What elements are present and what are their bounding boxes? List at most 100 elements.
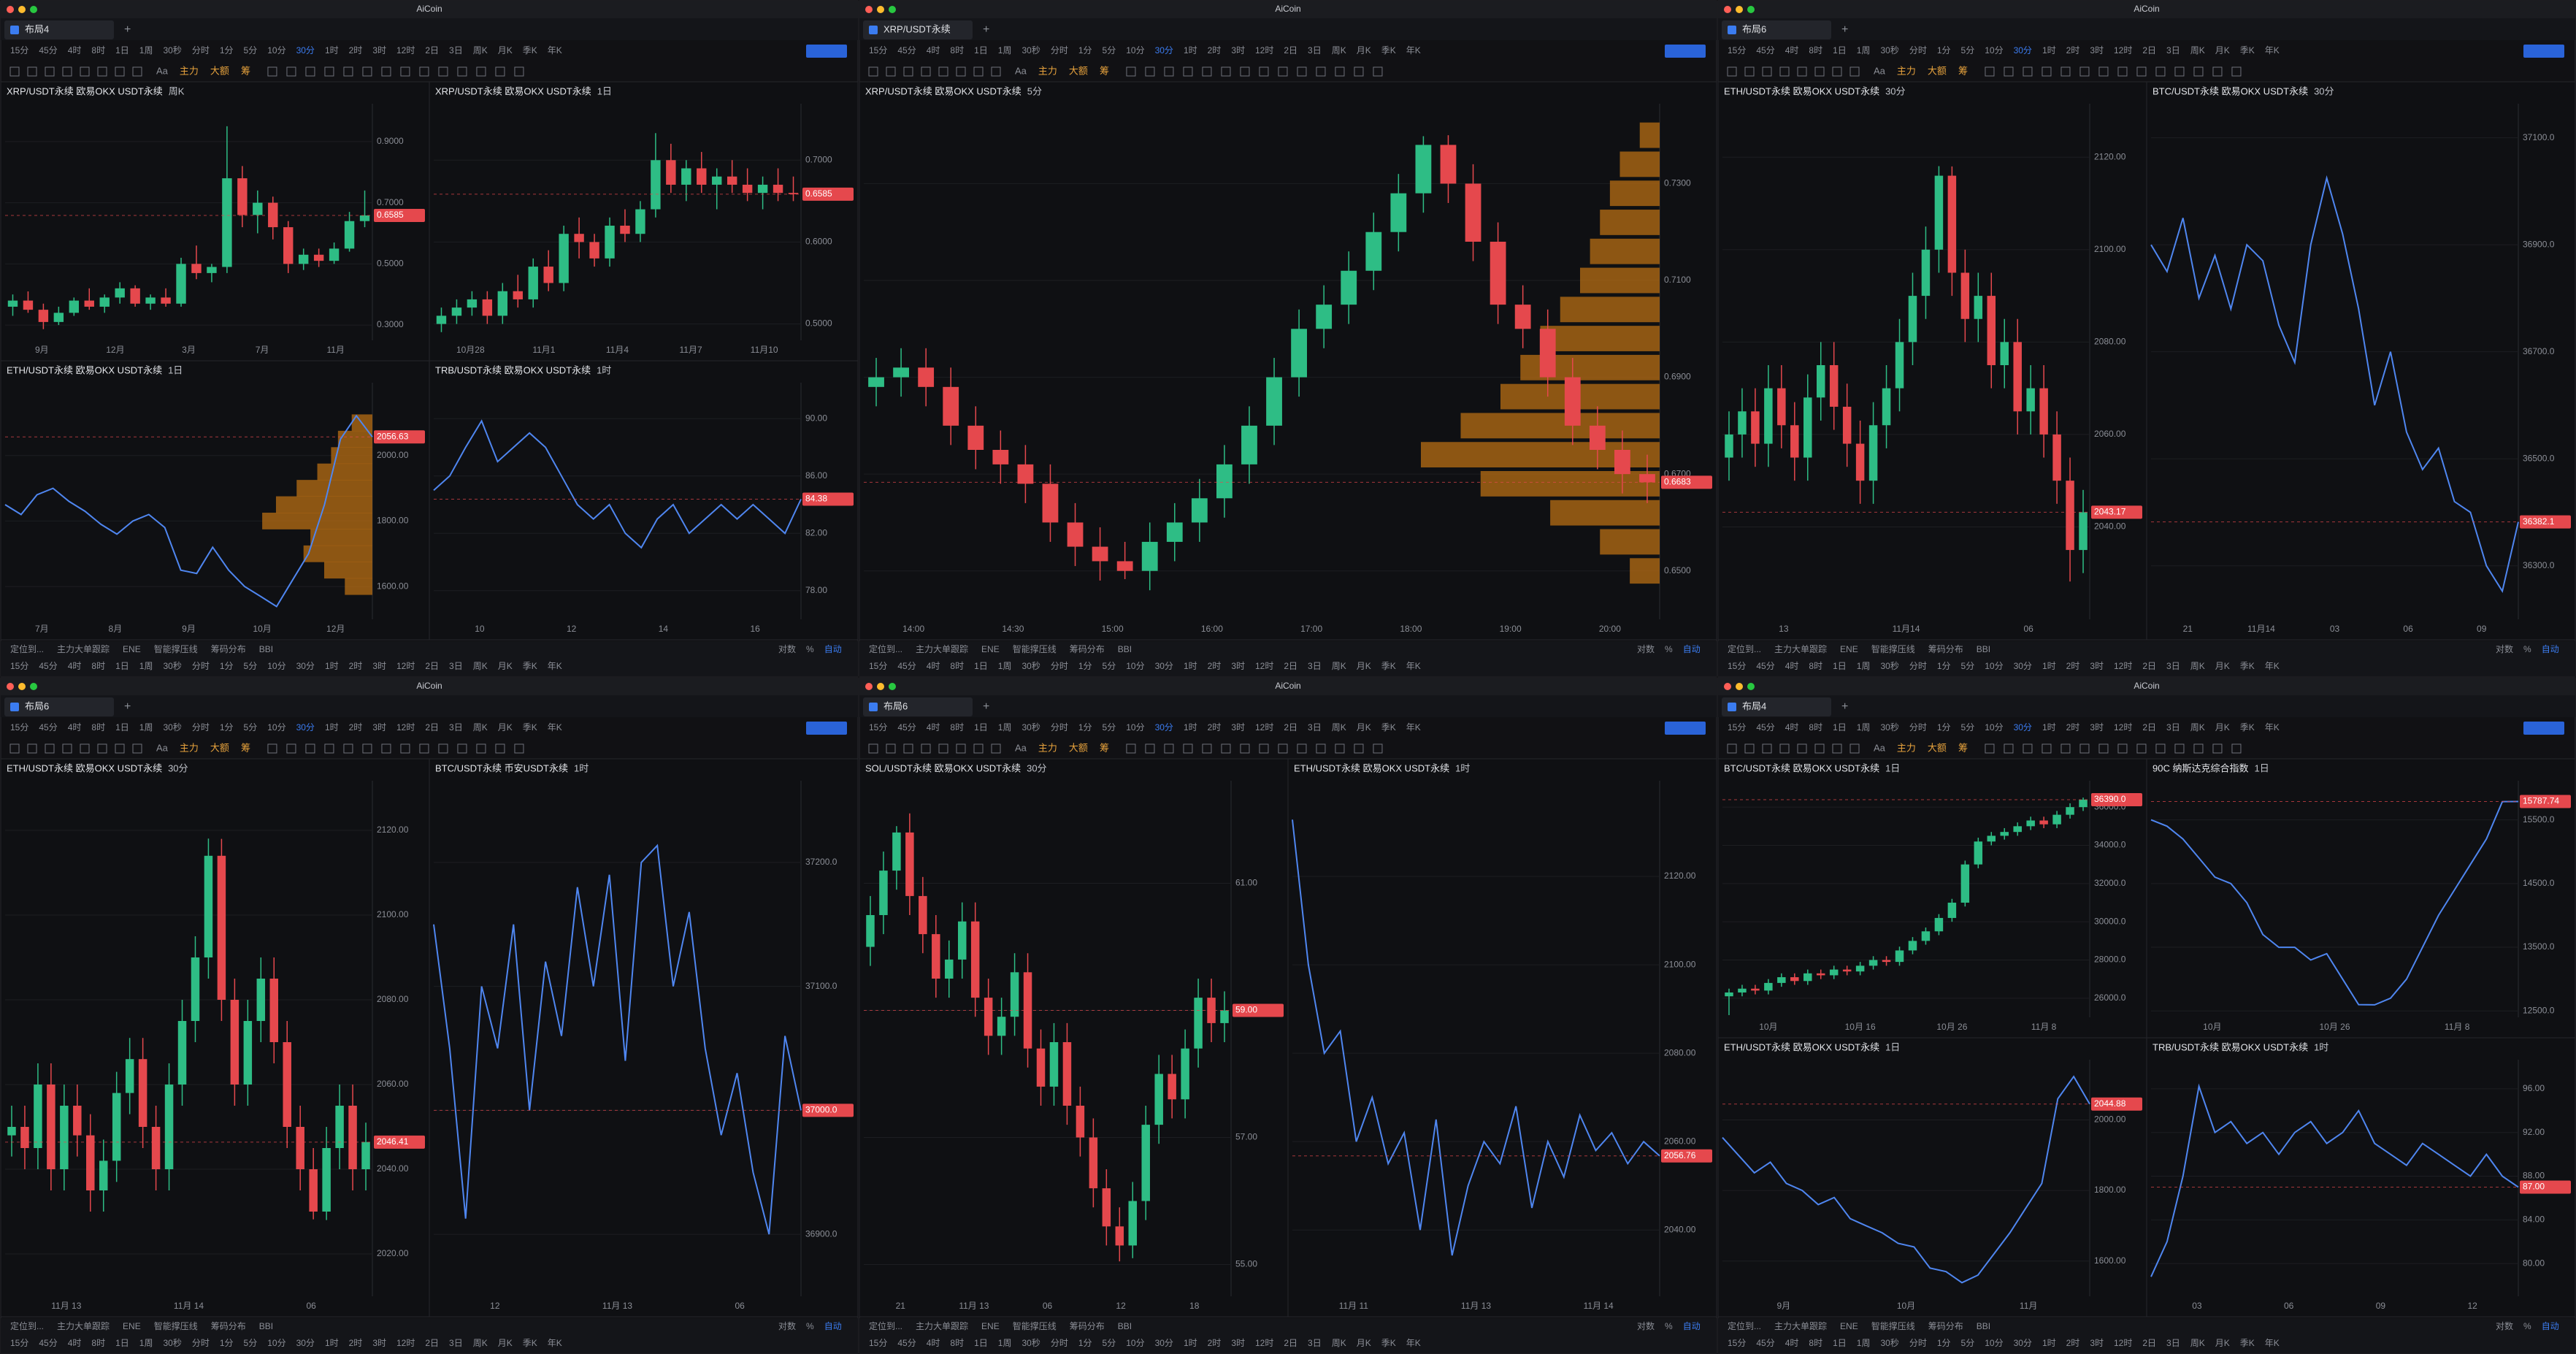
indicator-button[interactable]: 定位到... (869, 1320, 902, 1331)
tool-button[interactable]: 筹 (241, 65, 250, 76)
scale-button[interactable]: 对数 (778, 643, 796, 654)
tool-button[interactable]: 筹 (1100, 742, 1109, 753)
timeframe-button[interactable]: 10分 (1126, 722, 1144, 733)
tool-button[interactable]: 大额 (1928, 742, 1947, 753)
timeframe-button[interactable]: 2日 (2142, 45, 2156, 56)
timeframe-button[interactable]: 3日 (1308, 45, 1322, 56)
tool-button[interactable]: 大额 (1069, 742, 1088, 753)
timeframe-button[interactable]: 3日 (449, 661, 463, 671)
tool-icon[interactable] (419, 66, 429, 77)
window-button[interactable] (1747, 683, 1755, 690)
timeframe-button[interactable]: 1分 (1937, 45, 1951, 56)
tool-icon[interactable] (97, 66, 107, 77)
timeframe-button[interactable]: 月K (498, 661, 513, 671)
scale-button[interactable]: 自动 (824, 644, 842, 654)
indicator-button[interactable]: 主力大单跟踪 (57, 1321, 110, 1331)
timeframe-button[interactable]: 季K (1381, 1338, 1396, 1348)
timeframe-button[interactable]: 45分 (1756, 722, 1774, 733)
timeframe-button[interactable]: 15分 (1728, 661, 1746, 671)
tool-icon[interactable] (2098, 66, 2109, 77)
tool-icon[interactable] (1335, 66, 1345, 77)
tool-icon[interactable] (457, 743, 467, 754)
timeframe-button[interactable]: 分时 (1051, 45, 1068, 56)
tool-icon[interactable] (1259, 743, 1269, 754)
tool-icon[interactable] (267, 743, 277, 754)
tool-icon[interactable] (1779, 743, 1790, 754)
timeframe-button[interactable]: 季K (1381, 722, 1396, 733)
timeframe-button[interactable]: 年K (2265, 1338, 2280, 1348)
timeframe-button[interactable]: 30秒 (163, 661, 181, 671)
timeframe-button[interactable]: 5分 (1103, 1338, 1116, 1348)
tool-icon[interactable] (514, 66, 524, 77)
tool-icon[interactable] (324, 66, 334, 77)
window-button[interactable] (30, 6, 37, 13)
timeframe-button[interactable]: 5分 (1961, 1338, 1975, 1348)
indicator-button[interactable]: 主力大单跟踪 (1774, 1321, 1827, 1331)
tool-button[interactable]: Aa (1015, 65, 1027, 76)
kline-button[interactable] (1665, 722, 1706, 735)
timeframe-button[interactable]: 季K (523, 722, 537, 733)
timeframe-button[interactable]: 季K (2240, 661, 2255, 671)
tool-icon[interactable] (1849, 743, 1860, 754)
timeframe-button[interactable]: 分时 (192, 661, 210, 671)
scale-button[interactable]: % (1665, 644, 1673, 654)
tool-icon[interactable] (343, 66, 353, 77)
timeframe-button[interactable]: 4时 (927, 1338, 940, 1348)
tool-icon[interactable] (115, 66, 125, 77)
window-button[interactable] (1736, 6, 1743, 13)
tool-icon[interactable] (45, 743, 55, 754)
tool-icon[interactable] (2079, 743, 2090, 754)
tool-icon[interactable] (2212, 743, 2223, 754)
tool-icon[interactable] (400, 743, 410, 754)
timeframe-button[interactable]: 2时 (2066, 661, 2080, 671)
tool-button[interactable]: 主力 (1038, 742, 1057, 753)
timeframe-button[interactable]: 分时 (1051, 661, 1068, 671)
timeframe-button[interactable]: 45分 (897, 1338, 916, 1348)
timeframe-button[interactable]: 30分 (296, 45, 315, 56)
indicator-button[interactable]: 定位到... (1728, 643, 1761, 654)
tool-icon[interactable] (343, 743, 353, 754)
scale-button[interactable]: 自动 (1683, 644, 1701, 654)
tool-button[interactable]: 筹 (1958, 65, 1968, 76)
timeframe-button[interactable]: 5分 (244, 722, 258, 733)
timeframe-button[interactable]: 5分 (1103, 45, 1116, 56)
tab[interactable] (1722, 20, 1831, 39)
timeframe-button[interactable]: 1周 (998, 722, 1012, 733)
indicator-button[interactable]: BBI (1977, 644, 1990, 654)
indicator-button[interactable]: 定位到... (1728, 1320, 1761, 1331)
timeframe-button[interactable]: 1周 (139, 1338, 153, 1348)
tool-button[interactable]: 主力 (1038, 65, 1057, 76)
tool-icon[interactable] (80, 743, 90, 754)
timeframe-button[interactable]: 2时 (1208, 1338, 1222, 1348)
timeframe-button[interactable]: 年K (1406, 1338, 1421, 1348)
timeframe-button[interactable]: 周K (2190, 722, 2205, 733)
timeframe-button[interactable]: 8时 (91, 1338, 105, 1348)
timeframe-button[interactable]: 2日 (425, 45, 439, 56)
timeframe-button[interactable]: 8时 (91, 45, 105, 56)
tool-button[interactable]: 筹 (1958, 742, 1968, 753)
scale-button[interactable]: 自动 (1683, 1321, 1701, 1331)
kline-button[interactable] (2523, 722, 2564, 735)
indicator-button[interactable]: BBI (1118, 1321, 1132, 1331)
timeframe-button[interactable]: 年K (548, 45, 562, 56)
indicator-button[interactable]: 定位到... (10, 643, 44, 654)
timeframe-button[interactable]: 3时 (372, 722, 386, 733)
timeframe-button[interactable]: 5分 (1961, 661, 1975, 671)
timeframe-button[interactable]: 2日 (425, 661, 439, 671)
window-button[interactable] (18, 6, 26, 13)
tool-icon[interactable] (9, 743, 20, 754)
timeframe-button[interactable]: 4时 (68, 45, 82, 56)
tool-icon[interactable] (2174, 743, 2185, 754)
tool-icon[interactable] (2174, 66, 2185, 77)
tool-icon[interactable] (956, 66, 966, 77)
tool-icon[interactable] (1145, 66, 1155, 77)
tool-icon[interactable] (1797, 66, 1807, 77)
timeframe-button[interactable]: 分时 (1051, 1338, 1068, 1348)
tool-icon[interactable] (1202, 743, 1212, 754)
timeframe-button[interactable]: 10分 (267, 1338, 285, 1348)
timeframe-button[interactable]: 周K (2190, 45, 2205, 56)
timeframe-button[interactable]: 2日 (425, 1338, 439, 1348)
tool-icon[interactable] (1779, 66, 1790, 77)
timeframe-button[interactable]: 1周 (1857, 45, 1871, 56)
timeframe-button[interactable]: 45分 (1756, 45, 1774, 56)
